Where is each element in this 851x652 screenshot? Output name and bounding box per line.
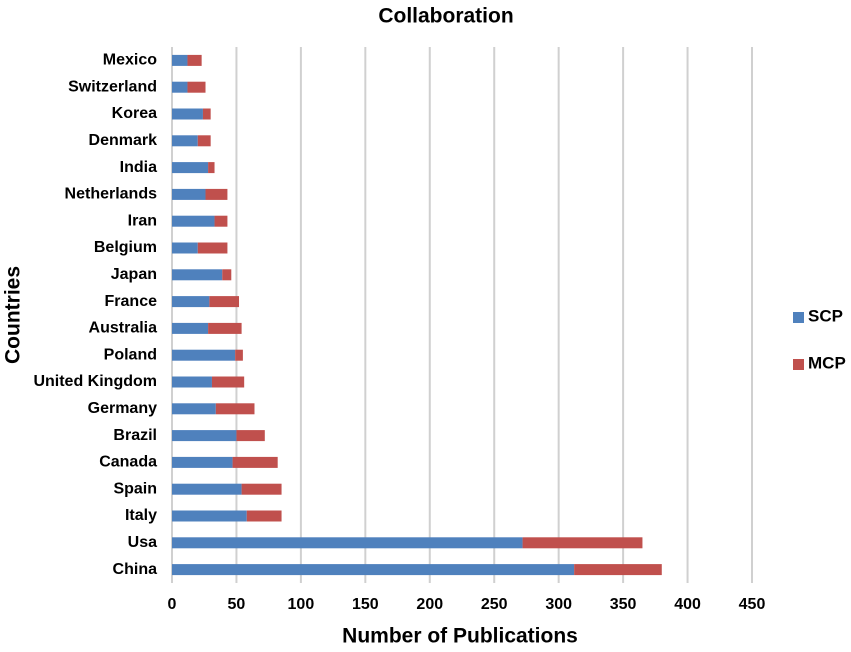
y-tick-label: Japan bbox=[111, 266, 157, 283]
x-tick-label: 150 bbox=[352, 596, 379, 613]
bar-segment bbox=[232, 456, 278, 468]
legend-label: SCP bbox=[808, 306, 843, 325]
bar-segment bbox=[172, 108, 203, 120]
y-tick-label: Korea bbox=[112, 105, 157, 122]
bar-segment bbox=[208, 162, 215, 174]
bar-segment bbox=[172, 403, 216, 415]
bar-segment bbox=[197, 242, 228, 254]
x-tick-label: 350 bbox=[610, 596, 637, 613]
y-tick-label: China bbox=[113, 561, 158, 578]
bar-segment bbox=[235, 349, 243, 361]
y-tick-label: United Kingdom bbox=[33, 373, 157, 390]
legend-label: MCP bbox=[808, 353, 846, 372]
bar-segment bbox=[172, 510, 247, 522]
x-tick-label: 200 bbox=[416, 596, 443, 613]
y-tick-label: Australia bbox=[89, 320, 158, 337]
bar-segment bbox=[172, 188, 206, 200]
bar-segment bbox=[187, 81, 206, 93]
bar-segment bbox=[172, 54, 188, 66]
bar-segment bbox=[172, 269, 223, 281]
bar-segment bbox=[574, 564, 662, 576]
chart-title: Collaboration bbox=[378, 5, 513, 28]
y-tick-label: Usa bbox=[128, 534, 157, 551]
bar-segment bbox=[172, 215, 215, 227]
x-tick-label: 100 bbox=[288, 596, 315, 613]
legend-swatch bbox=[793, 359, 804, 370]
bar-segment bbox=[205, 188, 228, 200]
y-tick-label: Switzerland bbox=[68, 78, 157, 95]
bar-segment bbox=[187, 54, 202, 66]
x-tick-label: 400 bbox=[674, 596, 701, 613]
bar-segment bbox=[172, 483, 242, 495]
x-axis-title: Number of Publications bbox=[342, 625, 578, 648]
bar-segment bbox=[246, 510, 282, 522]
bar-segment bbox=[241, 483, 282, 495]
bar-segment bbox=[172, 456, 233, 468]
y-tick-label: Netherlands bbox=[65, 186, 158, 203]
bar-segment bbox=[215, 403, 255, 415]
bar-segment bbox=[222, 269, 232, 281]
bar-segment bbox=[172, 376, 212, 388]
bar-segment bbox=[172, 349, 236, 361]
bar-segment bbox=[197, 135, 211, 147]
bar-segment bbox=[209, 296, 240, 308]
y-tick-label: Spain bbox=[113, 480, 157, 497]
bar-segment bbox=[208, 322, 242, 334]
y-tick-label: France bbox=[105, 293, 158, 310]
y-tick-label: India bbox=[120, 159, 157, 176]
bar-segment bbox=[172, 135, 198, 147]
y-tick-label: Canada bbox=[99, 454, 157, 471]
bar-segment bbox=[236, 430, 265, 442]
x-tick-label: 450 bbox=[739, 596, 766, 613]
bar-segment bbox=[522, 537, 643, 549]
bar-segment bbox=[172, 162, 209, 174]
bar-segment bbox=[172, 537, 523, 549]
bar-segment bbox=[172, 322, 209, 334]
bar-segment bbox=[214, 215, 228, 227]
y-tick-label: Germany bbox=[88, 400, 157, 417]
x-tick-label: 250 bbox=[481, 596, 508, 613]
y-tick-label: Brazil bbox=[113, 427, 157, 444]
bar-segment bbox=[172, 430, 237, 442]
x-tick-label: 50 bbox=[228, 596, 246, 613]
legend-swatch bbox=[793, 312, 804, 323]
bar-segment bbox=[172, 81, 188, 93]
y-tick-label: Mexico bbox=[103, 52, 157, 69]
bar-segment bbox=[211, 376, 245, 388]
y-tick-label: Iran bbox=[128, 212, 157, 229]
bar-segment bbox=[172, 242, 198, 254]
bar-segment bbox=[202, 108, 211, 120]
y-tick-label: Poland bbox=[104, 346, 157, 363]
y-tick-label: Italy bbox=[125, 507, 157, 524]
x-tick-label: 0 bbox=[168, 596, 177, 613]
y-tick-label: Belgium bbox=[94, 239, 157, 256]
y-axis-title: Countries bbox=[2, 266, 25, 364]
x-tick-label: 300 bbox=[545, 596, 572, 613]
bar-segment bbox=[172, 296, 210, 308]
y-tick-label: Denmark bbox=[89, 132, 158, 149]
bar-segment bbox=[172, 564, 575, 576]
